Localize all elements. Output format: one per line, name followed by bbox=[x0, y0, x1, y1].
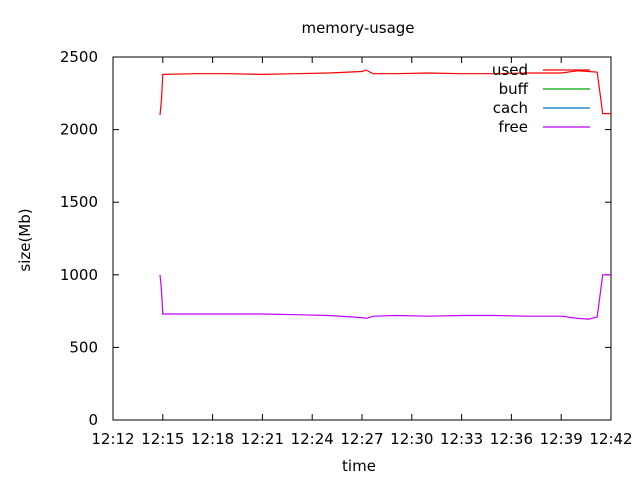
y-tick-label: 1000 bbox=[60, 266, 98, 284]
plot-frame bbox=[112, 56, 612, 421]
plot-border bbox=[112, 56, 612, 421]
y-tick-label: 2000 bbox=[60, 121, 98, 139]
axis-ticks: 0 500 1000 1500 2000 2500 12:12 12:15 12:18 12:21… bbox=[60, 48, 633, 448]
y-tick-label: 2500 bbox=[60, 48, 98, 66]
y-tick-label: 1500 bbox=[60, 193, 98, 211]
x-tick-label: 12:12 bbox=[91, 430, 134, 448]
x-tick-label: 12:27 bbox=[340, 430, 383, 448]
legend-label-buff: buff bbox=[499, 80, 529, 98]
x-tick-label: 12:39 bbox=[540, 430, 583, 448]
x-tick-label: 12:24 bbox=[291, 430, 334, 448]
series-group bbox=[159, 69, 611, 320]
y-axis-label: size(Mb) bbox=[16, 208, 34, 271]
x-axis-label: time bbox=[342, 457, 376, 475]
legend-label-used: used bbox=[492, 61, 528, 79]
x-tick-label: 12:33 bbox=[440, 430, 483, 448]
y-tick-label: 500 bbox=[69, 338, 98, 356]
x-tick-label: 12:21 bbox=[241, 430, 284, 448]
x-tick-label: 12:42 bbox=[589, 430, 632, 448]
x-tick-label: 12:15 bbox=[141, 430, 184, 448]
legend-label-free: free bbox=[498, 118, 528, 136]
x-tick-label: 12:18 bbox=[191, 430, 234, 448]
series-line-used bbox=[159, 69, 611, 116]
x-tick-label: 12:30 bbox=[390, 430, 433, 448]
series-line-free bbox=[159, 274, 611, 320]
y-tick-label: 0 bbox=[88, 411, 98, 429]
chart-title: memory-usage bbox=[301, 19, 414, 37]
legend-label-cach: cach bbox=[493, 99, 528, 117]
x-tick-label: 12:36 bbox=[490, 430, 533, 448]
